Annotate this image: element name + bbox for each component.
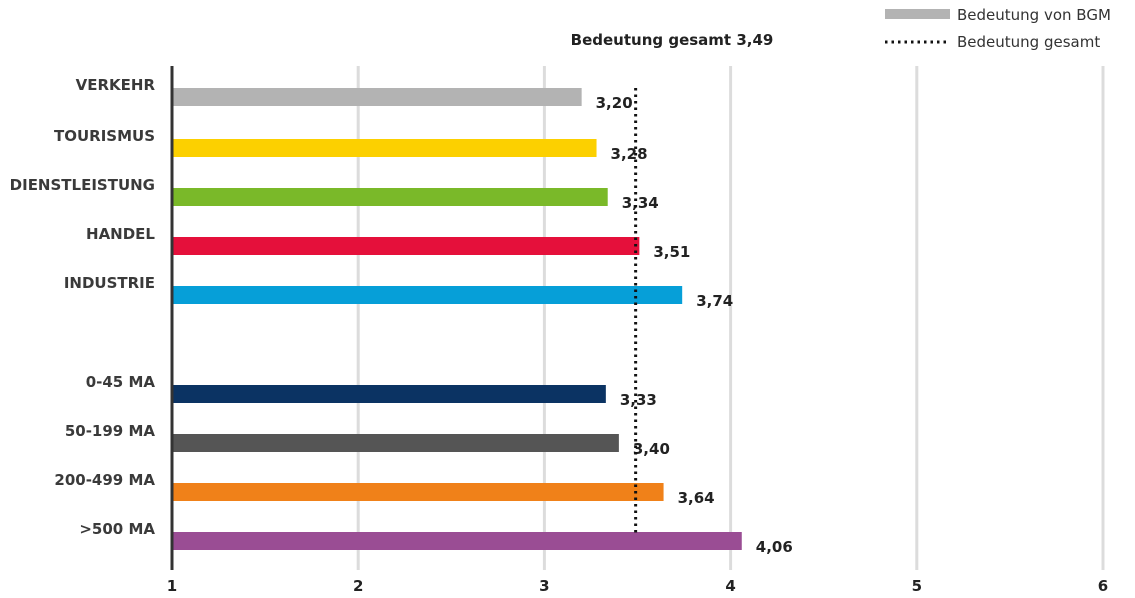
x-tick-label: 3 — [539, 577, 549, 595]
x-tick-label: 5 — [912, 577, 922, 595]
bar — [173, 532, 742, 550]
legend: Bedeutung von BGM Bedeutung gesamt — [885, 6, 1111, 51]
value-label: 3,34 — [622, 194, 659, 212]
legend-label-dotted: Bedeutung gesamt — [957, 33, 1100, 51]
category-label: TOURISMUS — [54, 127, 155, 145]
x-tick-label: 1 — [167, 577, 177, 595]
value-label: 3,51 — [653, 243, 690, 261]
bar — [173, 385, 606, 403]
value-label: 3,74 — [696, 292, 733, 310]
category-label: 200-499 MA — [54, 471, 155, 489]
value-label: 3,20 — [596, 94, 633, 112]
bar — [173, 483, 664, 501]
bar — [173, 237, 639, 255]
value-label: 3,28 — [611, 145, 648, 163]
legend-swatch-bar — [885, 9, 950, 19]
category-labels: VERKEHR TOURISMUS DIENSTLEISTUNG HANDEL INDU… — [10, 76, 156, 538]
bar — [173, 139, 597, 157]
category-label: VERKEHR — [76, 76, 156, 94]
bar — [173, 88, 582, 106]
bar — [173, 286, 682, 304]
category-label: >500 MA — [79, 520, 155, 538]
value-label: 3,33 — [620, 391, 657, 409]
category-label: HANDEL — [86, 225, 155, 243]
category-label: 50-199 MA — [65, 422, 156, 440]
chart-title: Bedeutung gesamt 3,49 — [571, 31, 774, 49]
x-tick-label: 6 — [1098, 577, 1108, 595]
bar — [173, 188, 608, 206]
value-label: 4,06 — [756, 538, 793, 556]
category-label: DIENSTLEISTUNG — [10, 176, 155, 194]
x-axis-ticks: 1 2 3 4 5 6 — [167, 577, 1108, 595]
value-label: 3,64 — [678, 489, 715, 507]
category-label: INDUSTRIE — [64, 274, 155, 292]
bar — [173, 434, 619, 452]
category-label: 0-45 MA — [86, 373, 156, 391]
x-tick-label: 2 — [353, 577, 363, 595]
x-tick-label: 4 — [725, 577, 735, 595]
value-label: 3,40 — [633, 440, 670, 458]
legend-label-bar: Bedeutung von BGM — [957, 6, 1111, 24]
bars — [173, 88, 742, 550]
